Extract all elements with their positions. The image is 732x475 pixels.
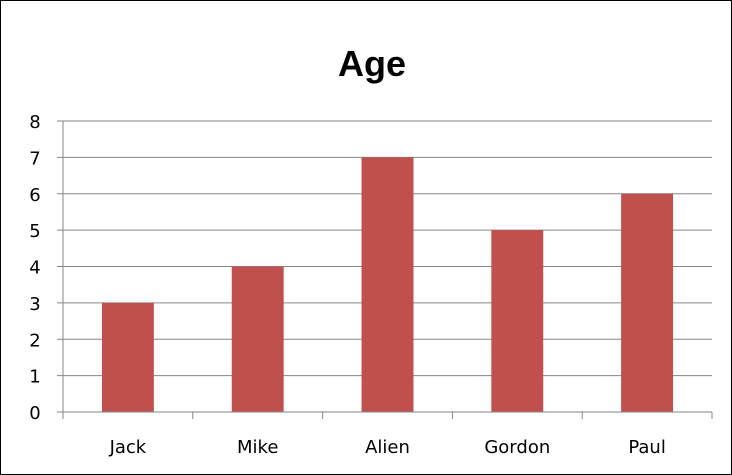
axes bbox=[57, 120, 713, 419]
bar-mike bbox=[231, 266, 284, 412]
chart-title: Age bbox=[338, 43, 406, 84]
y-tick-label: 4 bbox=[29, 258, 40, 279]
y-tick-label: 3 bbox=[29, 294, 40, 315]
bar-alien bbox=[361, 157, 414, 412]
bars bbox=[101, 157, 674, 412]
y-tick-label: 2 bbox=[29, 330, 40, 351]
x-tick-label: Paul bbox=[628, 437, 666, 458]
bar-gordon bbox=[491, 230, 544, 412]
x-tick-label: Jack bbox=[109, 437, 147, 458]
bar-jack bbox=[101, 302, 154, 412]
y-tick-label: 7 bbox=[29, 148, 40, 169]
y-tick-label: 6 bbox=[29, 185, 40, 206]
y-tick-label: 5 bbox=[29, 221, 40, 242]
x-tick-label: Mike bbox=[237, 437, 278, 458]
y-tick-label: 1 bbox=[29, 367, 40, 388]
tick-labels: 0 1 2 3 4 5 6 7 8 Jack Mike Alien Gordon Paul bbox=[29, 112, 666, 458]
y-tick-label: 0 bbox=[29, 403, 40, 424]
x-tick-label: Alien bbox=[365, 437, 410, 458]
y-tick-label: 8 bbox=[29, 112, 40, 133]
bar-paul bbox=[621, 193, 674, 412]
x-tick-label: Gordon bbox=[484, 437, 550, 458]
